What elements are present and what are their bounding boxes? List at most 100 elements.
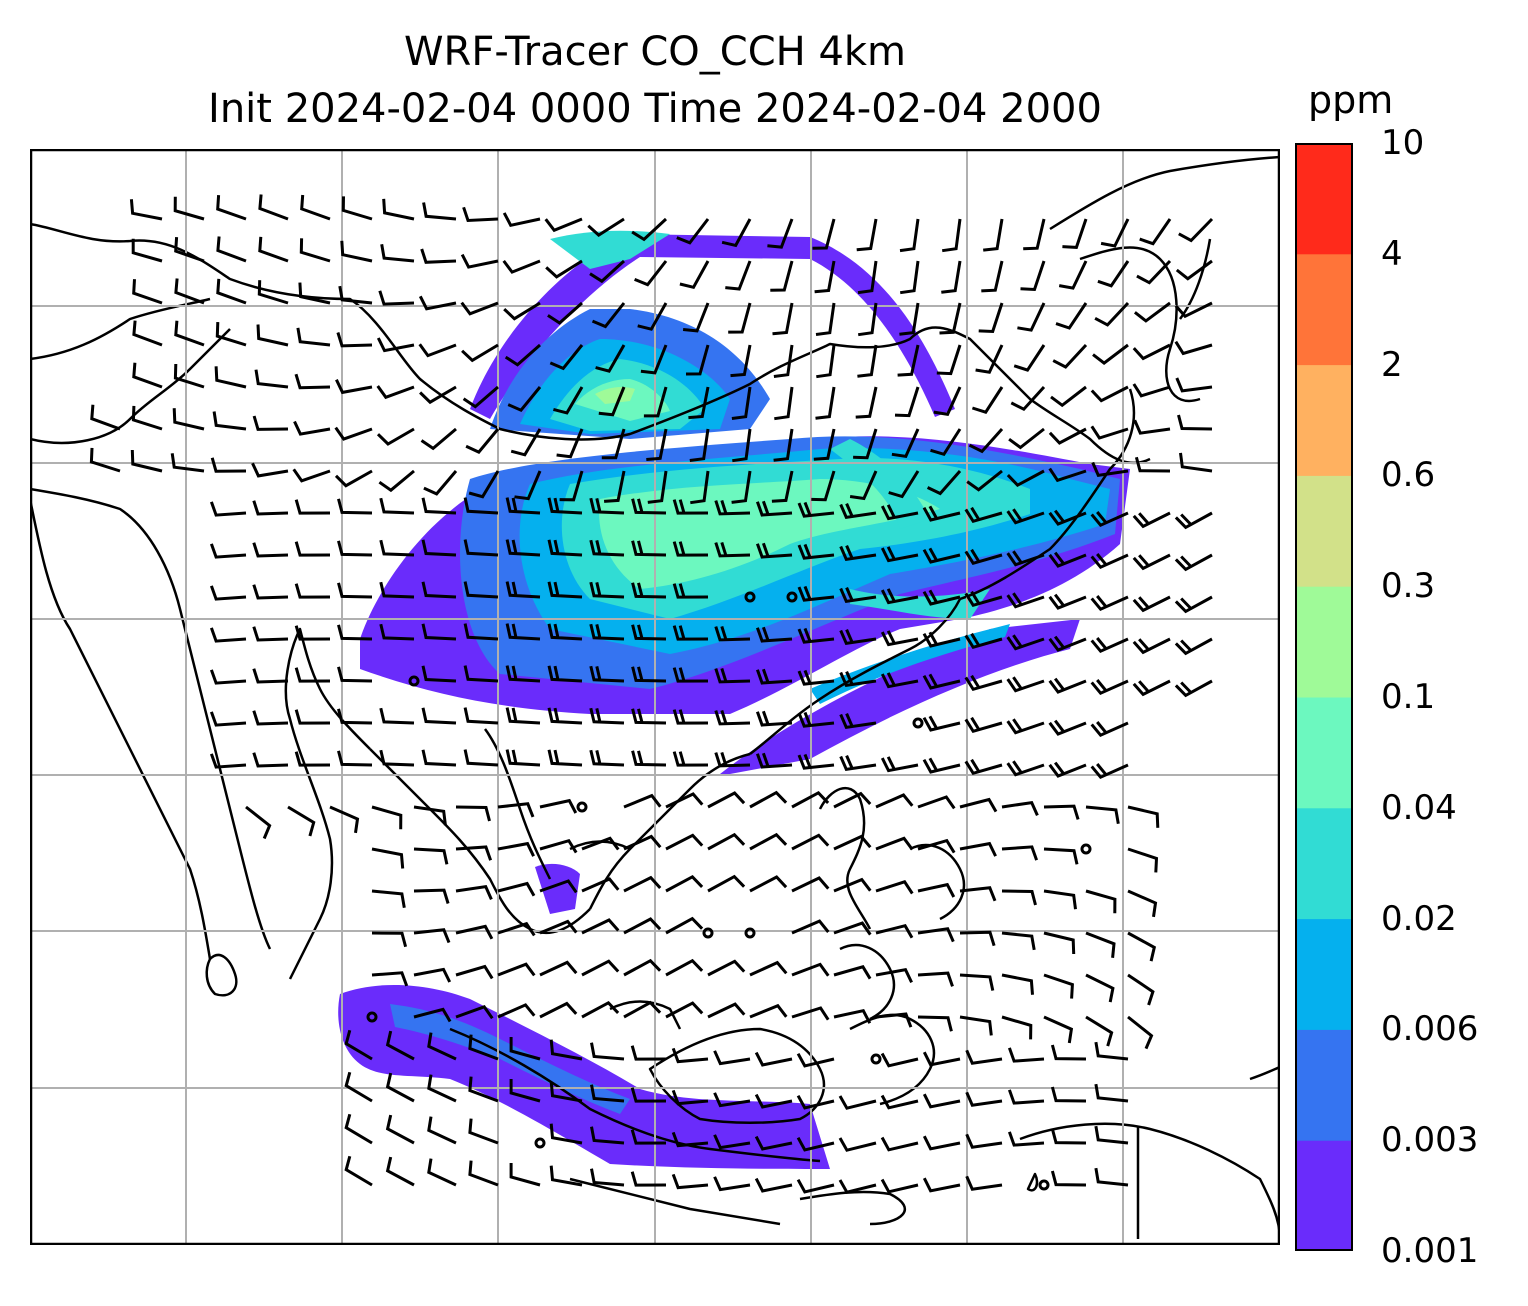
wind-barb <box>547 665 583 683</box>
wind-barb <box>917 971 954 987</box>
wind-barb <box>344 1071 373 1103</box>
wind-barb <box>1090 595 1129 612</box>
wind-barb <box>1048 593 1087 610</box>
wind-barb <box>1023 218 1046 251</box>
wind-barb <box>385 1030 415 1061</box>
wind-barb <box>130 449 163 473</box>
wind-barb <box>294 373 331 390</box>
wind-barb <box>857 302 878 337</box>
wind-barb <box>460 253 499 269</box>
wind-barb <box>509 1163 541 1187</box>
wind-barb <box>216 278 247 305</box>
wind-barb <box>1048 427 1087 445</box>
colorbar-segment <box>1295 807 1353 920</box>
colorbar-tick-label: 0.1 <box>1381 677 1436 717</box>
wind-barb <box>922 505 961 522</box>
wind-barb <box>420 248 457 264</box>
colorbar-segment <box>1295 1029 1353 1141</box>
wind-barb <box>294 625 331 641</box>
wind-barb <box>689 428 710 462</box>
wind-barb <box>334 426 373 441</box>
wind-barb <box>966 469 1003 492</box>
colorbar-segment <box>1295 1140 1353 1251</box>
wind-barb <box>713 1092 751 1108</box>
wind-barb <box>922 1135 961 1151</box>
wind-barb <box>468 1160 499 1187</box>
wind-barb <box>421 665 457 683</box>
wind-barb <box>418 343 457 358</box>
wind-barb <box>749 960 788 977</box>
wind-barb <box>344 1155 373 1187</box>
wind-barb <box>427 1158 457 1187</box>
wind-barb <box>897 344 920 377</box>
wind-barb <box>755 710 793 727</box>
wind-barb <box>337 498 373 515</box>
wind-barb <box>1006 760 1045 777</box>
wind-barb <box>665 916 704 935</box>
wind-barb <box>875 793 914 809</box>
wind-barb <box>833 791 872 809</box>
wind-barb <box>371 847 405 869</box>
wind-barb <box>875 880 914 895</box>
wind-barb <box>455 884 493 901</box>
wind-barb <box>340 240 373 263</box>
wind-barb <box>209 543 247 559</box>
wind-barb <box>559 470 584 502</box>
wind-barb <box>732 428 752 463</box>
wind-barb <box>1050 1170 1087 1187</box>
wind-barb <box>880 756 919 773</box>
wind-barb <box>791 919 830 935</box>
colorbar-segment <box>1295 143 1353 255</box>
wind-barb <box>714 709 751 726</box>
wind-barb <box>581 836 620 851</box>
wind-barb <box>941 218 962 253</box>
wind-barb <box>773 428 794 462</box>
wind-barb <box>463 497 499 515</box>
wind-barb <box>833 1008 872 1024</box>
wind-barb <box>672 709 709 725</box>
wind-calm-marker <box>786 591 798 603</box>
wind-barb <box>455 845 493 861</box>
wind-barb <box>344 1113 373 1145</box>
map-panel <box>30 149 1280 1245</box>
wind-barb <box>791 962 830 977</box>
wind-barb <box>1010 385 1046 412</box>
wind-barb <box>797 501 835 518</box>
wind-barb <box>791 1006 830 1021</box>
wind-barb <box>773 344 794 378</box>
wind-barb <box>1174 553 1213 572</box>
wind-barb <box>749 790 788 809</box>
wind-barb <box>770 260 794 292</box>
wind-barb <box>665 1001 704 1019</box>
wind-barb <box>413 967 452 983</box>
wind-barb <box>839 671 877 687</box>
wind-barb <box>671 1089 709 1106</box>
wind-barb <box>1001 845 1039 861</box>
wind-barb <box>1179 452 1213 473</box>
wind-barb <box>891 428 920 459</box>
wind-barb <box>371 889 406 908</box>
wind-barb <box>462 385 499 409</box>
wind-barb <box>336 332 373 348</box>
wind-barb <box>465 428 500 454</box>
wind-barb <box>754 1135 793 1151</box>
wind-barb <box>1090 679 1129 696</box>
wind-barb <box>839 545 877 561</box>
wind-barb <box>294 499 331 515</box>
wind-barb <box>875 1012 913 1028</box>
wind-barb <box>672 667 709 683</box>
wind-calm-marker <box>744 927 756 939</box>
wind-barb <box>690 470 710 505</box>
wind-barb <box>1094 1083 1129 1103</box>
wind-barb <box>1174 511 1213 530</box>
wind-barb <box>1092 343 1129 365</box>
wind-barb <box>379 707 415 725</box>
wind-barb <box>549 1165 583 1187</box>
wind-barb <box>294 541 331 557</box>
wind-barb <box>1043 804 1080 820</box>
wind-barb <box>707 874 746 893</box>
wind-barb <box>468 1118 499 1145</box>
wind-barb <box>839 629 877 645</box>
wind-barb <box>631 540 667 557</box>
wind-barb <box>796 1178 835 1194</box>
